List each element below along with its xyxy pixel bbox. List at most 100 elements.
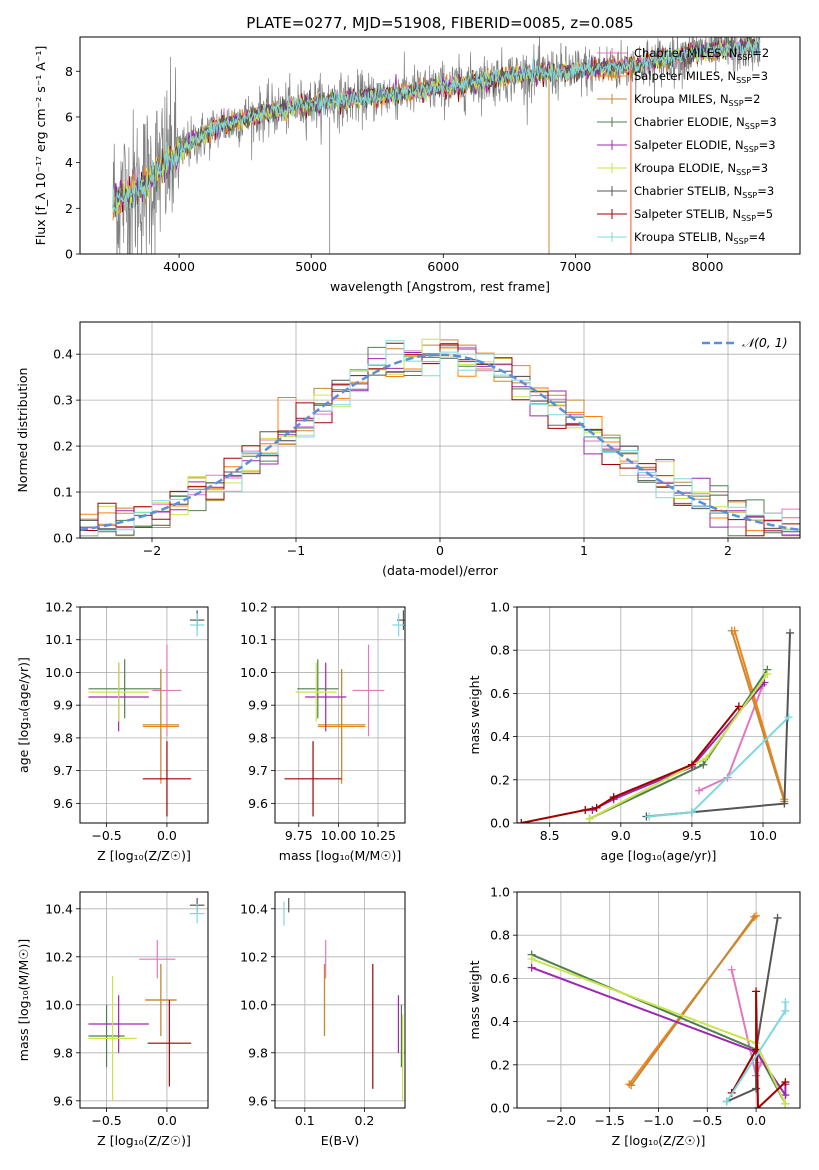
weight-marker xyxy=(585,814,594,823)
y-tick-label: 6 xyxy=(65,109,73,124)
y-tick-label: 9.6 xyxy=(248,796,268,811)
y-tick-label: 0.0 xyxy=(490,816,510,831)
weight-marker xyxy=(754,1104,763,1108)
x-tick-label: −2 xyxy=(143,543,161,558)
y-tick-label: 1.0 xyxy=(490,600,510,615)
x-tick-label: 8000 xyxy=(692,259,724,274)
x-tick-label: −1.5 xyxy=(595,1113,625,1128)
weight-marker xyxy=(752,911,761,920)
x-tick-label: 9.5 xyxy=(682,828,702,843)
panel-age_vs_Z: −0.5 0.0 9.6 9.7 9.8 9.9 10.0 10.1 10.2 Z [log₁₀(… xyxy=(16,600,209,863)
x-tick-label: 10.00 xyxy=(321,828,357,843)
y-tick-label: 0.2 xyxy=(53,439,73,454)
spectrum-lines xyxy=(112,37,761,254)
x-tick-label: 4000 xyxy=(163,259,195,274)
axes-frame xyxy=(516,606,801,824)
panel-mass_vs_Z: −0.5 0.0 9.6 9.8 10.0 10.2 10.4 Z [log₁₀(Z/Z☉)]… xyxy=(16,891,209,1148)
y-tick-label: 4 xyxy=(65,155,73,170)
x-axis-label: Z [log₁₀(Z/Z☉)] xyxy=(97,1133,191,1148)
y-tick-label: 2 xyxy=(65,201,73,216)
x-axis-label: Z [log₁₀(Z/Z☉)] xyxy=(97,848,191,863)
weight-line xyxy=(646,632,791,818)
x-tick-label: −2.0 xyxy=(546,1113,576,1128)
y-tick-label: 9.6 xyxy=(53,1093,73,1108)
x-axis-label: wavelength [Angstrom, rest frame] xyxy=(330,279,550,294)
x-tick-label: −1 xyxy=(287,543,305,558)
y-tick-label: 0.2 xyxy=(490,772,510,787)
errorbars xyxy=(283,898,404,1101)
legend-count: =2 xyxy=(752,46,769,60)
histograms xyxy=(80,338,800,537)
x-tick-label: 5000 xyxy=(295,259,327,274)
y-tick-label: 0.8 xyxy=(490,928,510,943)
y-tick-label: 0.0 xyxy=(490,1101,510,1116)
legend-count: =2 xyxy=(744,92,761,106)
legend-label: Salpeter STELIB, NSSP=5 xyxy=(634,207,773,223)
x-axis-label: E(B-V) xyxy=(321,1133,360,1148)
y-tick-label: 10.4 xyxy=(240,901,268,916)
x-tick-label: 8.5 xyxy=(540,828,560,843)
y-tick-label: 10.0 xyxy=(240,665,268,680)
legend-count: =3 xyxy=(757,184,774,198)
panel-residuals: −2 −1 0 1 2 0.0 0.1 0.2 0.3 0.4 (data-model)/error… xyxy=(15,321,801,578)
y-tick-label: 10.0 xyxy=(240,997,268,1012)
legend-count: =3 xyxy=(751,161,768,175)
y-tick-label: 9.6 xyxy=(248,1093,268,1108)
legend-count: =3 xyxy=(759,138,776,152)
weight-marker xyxy=(781,998,790,1007)
y-axis-label: mass [log₁₀(M/M☉)] xyxy=(16,939,31,1061)
y-tick-label: 8 xyxy=(65,64,73,79)
axes-frame xyxy=(274,606,406,824)
weight-marker xyxy=(784,713,793,722)
y-tick-label: 0.4 xyxy=(490,729,510,744)
legend-label: Salpeter ELODIE, NSSP=3 xyxy=(634,138,776,154)
weight-marker xyxy=(699,760,708,769)
y-tick-label: 9.7 xyxy=(53,763,73,778)
weight-line xyxy=(726,917,779,1103)
legend-label: Kroupa MILES, NSSP=2 xyxy=(634,92,760,108)
y-tick-label: 9.9 xyxy=(248,698,268,713)
x-tick-label: 9.75 xyxy=(285,828,313,843)
y-tick-label: 10.0 xyxy=(45,665,73,680)
legend-label: 𝒩(0, 1) xyxy=(742,335,788,350)
y-tick-label: 9.6 xyxy=(53,796,73,811)
axes-frame xyxy=(274,891,406,1109)
axes-frame xyxy=(79,891,209,1109)
x-tick-label: 0.0 xyxy=(157,1113,177,1128)
x-tick-label: 1 xyxy=(580,543,588,558)
y-axis-label: mass weight xyxy=(467,960,482,1039)
x-tick-label: 0.0 xyxy=(746,1113,766,1128)
weight-marker xyxy=(752,987,761,996)
weight-marker xyxy=(781,1078,790,1087)
x-axis-label: mass [log₁₀(M/M☉)] xyxy=(279,848,401,863)
y-tick-label: 0.8 xyxy=(490,643,510,658)
legend-label: Chabrier MILES, NSSP=2 xyxy=(634,46,769,62)
y-tick-label: 9.8 xyxy=(248,1045,268,1060)
legend-subscript: SSP xyxy=(737,53,752,62)
errorbars xyxy=(284,610,405,817)
x-tick-label: 10.0 xyxy=(749,828,777,843)
weight-marker xyxy=(780,799,789,808)
axes-frame xyxy=(79,606,209,824)
legend-subscript: SSP xyxy=(744,145,759,154)
weight-marker xyxy=(687,760,696,769)
weight-marker xyxy=(527,963,536,972)
legend-subscript: SSP xyxy=(736,168,751,177)
x-tick-label: 7000 xyxy=(560,259,592,274)
y-tick-label: 9.8 xyxy=(53,1045,73,1060)
y-tick-label: 0.6 xyxy=(490,971,510,986)
weight-marker xyxy=(581,806,590,815)
weight-marker xyxy=(695,786,704,795)
axes-frame xyxy=(79,321,801,539)
panel-age_vs_mass: 9.75 10.00 10.25 9.6 9.7 9.8 9.9 10.0 10.1 10.2 ma… xyxy=(240,600,406,863)
panel-mass_vs_ebv: 0.1 0.2 9.6 9.8 10.0 10.2 10.4 E(B-V) xyxy=(240,891,406,1148)
y-tick-label: 0.3 xyxy=(53,393,73,408)
x-axis-label: Z [log₁₀(Z/Z☉)] xyxy=(612,1133,706,1148)
weight-marker xyxy=(750,912,759,921)
weight-marker xyxy=(527,954,536,963)
legend-subscript: SSP xyxy=(742,191,757,200)
x-tick-label: 0 xyxy=(436,543,444,558)
y-axis-label: Flux [f_λ 10⁻¹⁷ erg cm⁻² s⁻¹ A⁻¹] xyxy=(33,46,48,246)
weight-marker xyxy=(734,702,743,711)
